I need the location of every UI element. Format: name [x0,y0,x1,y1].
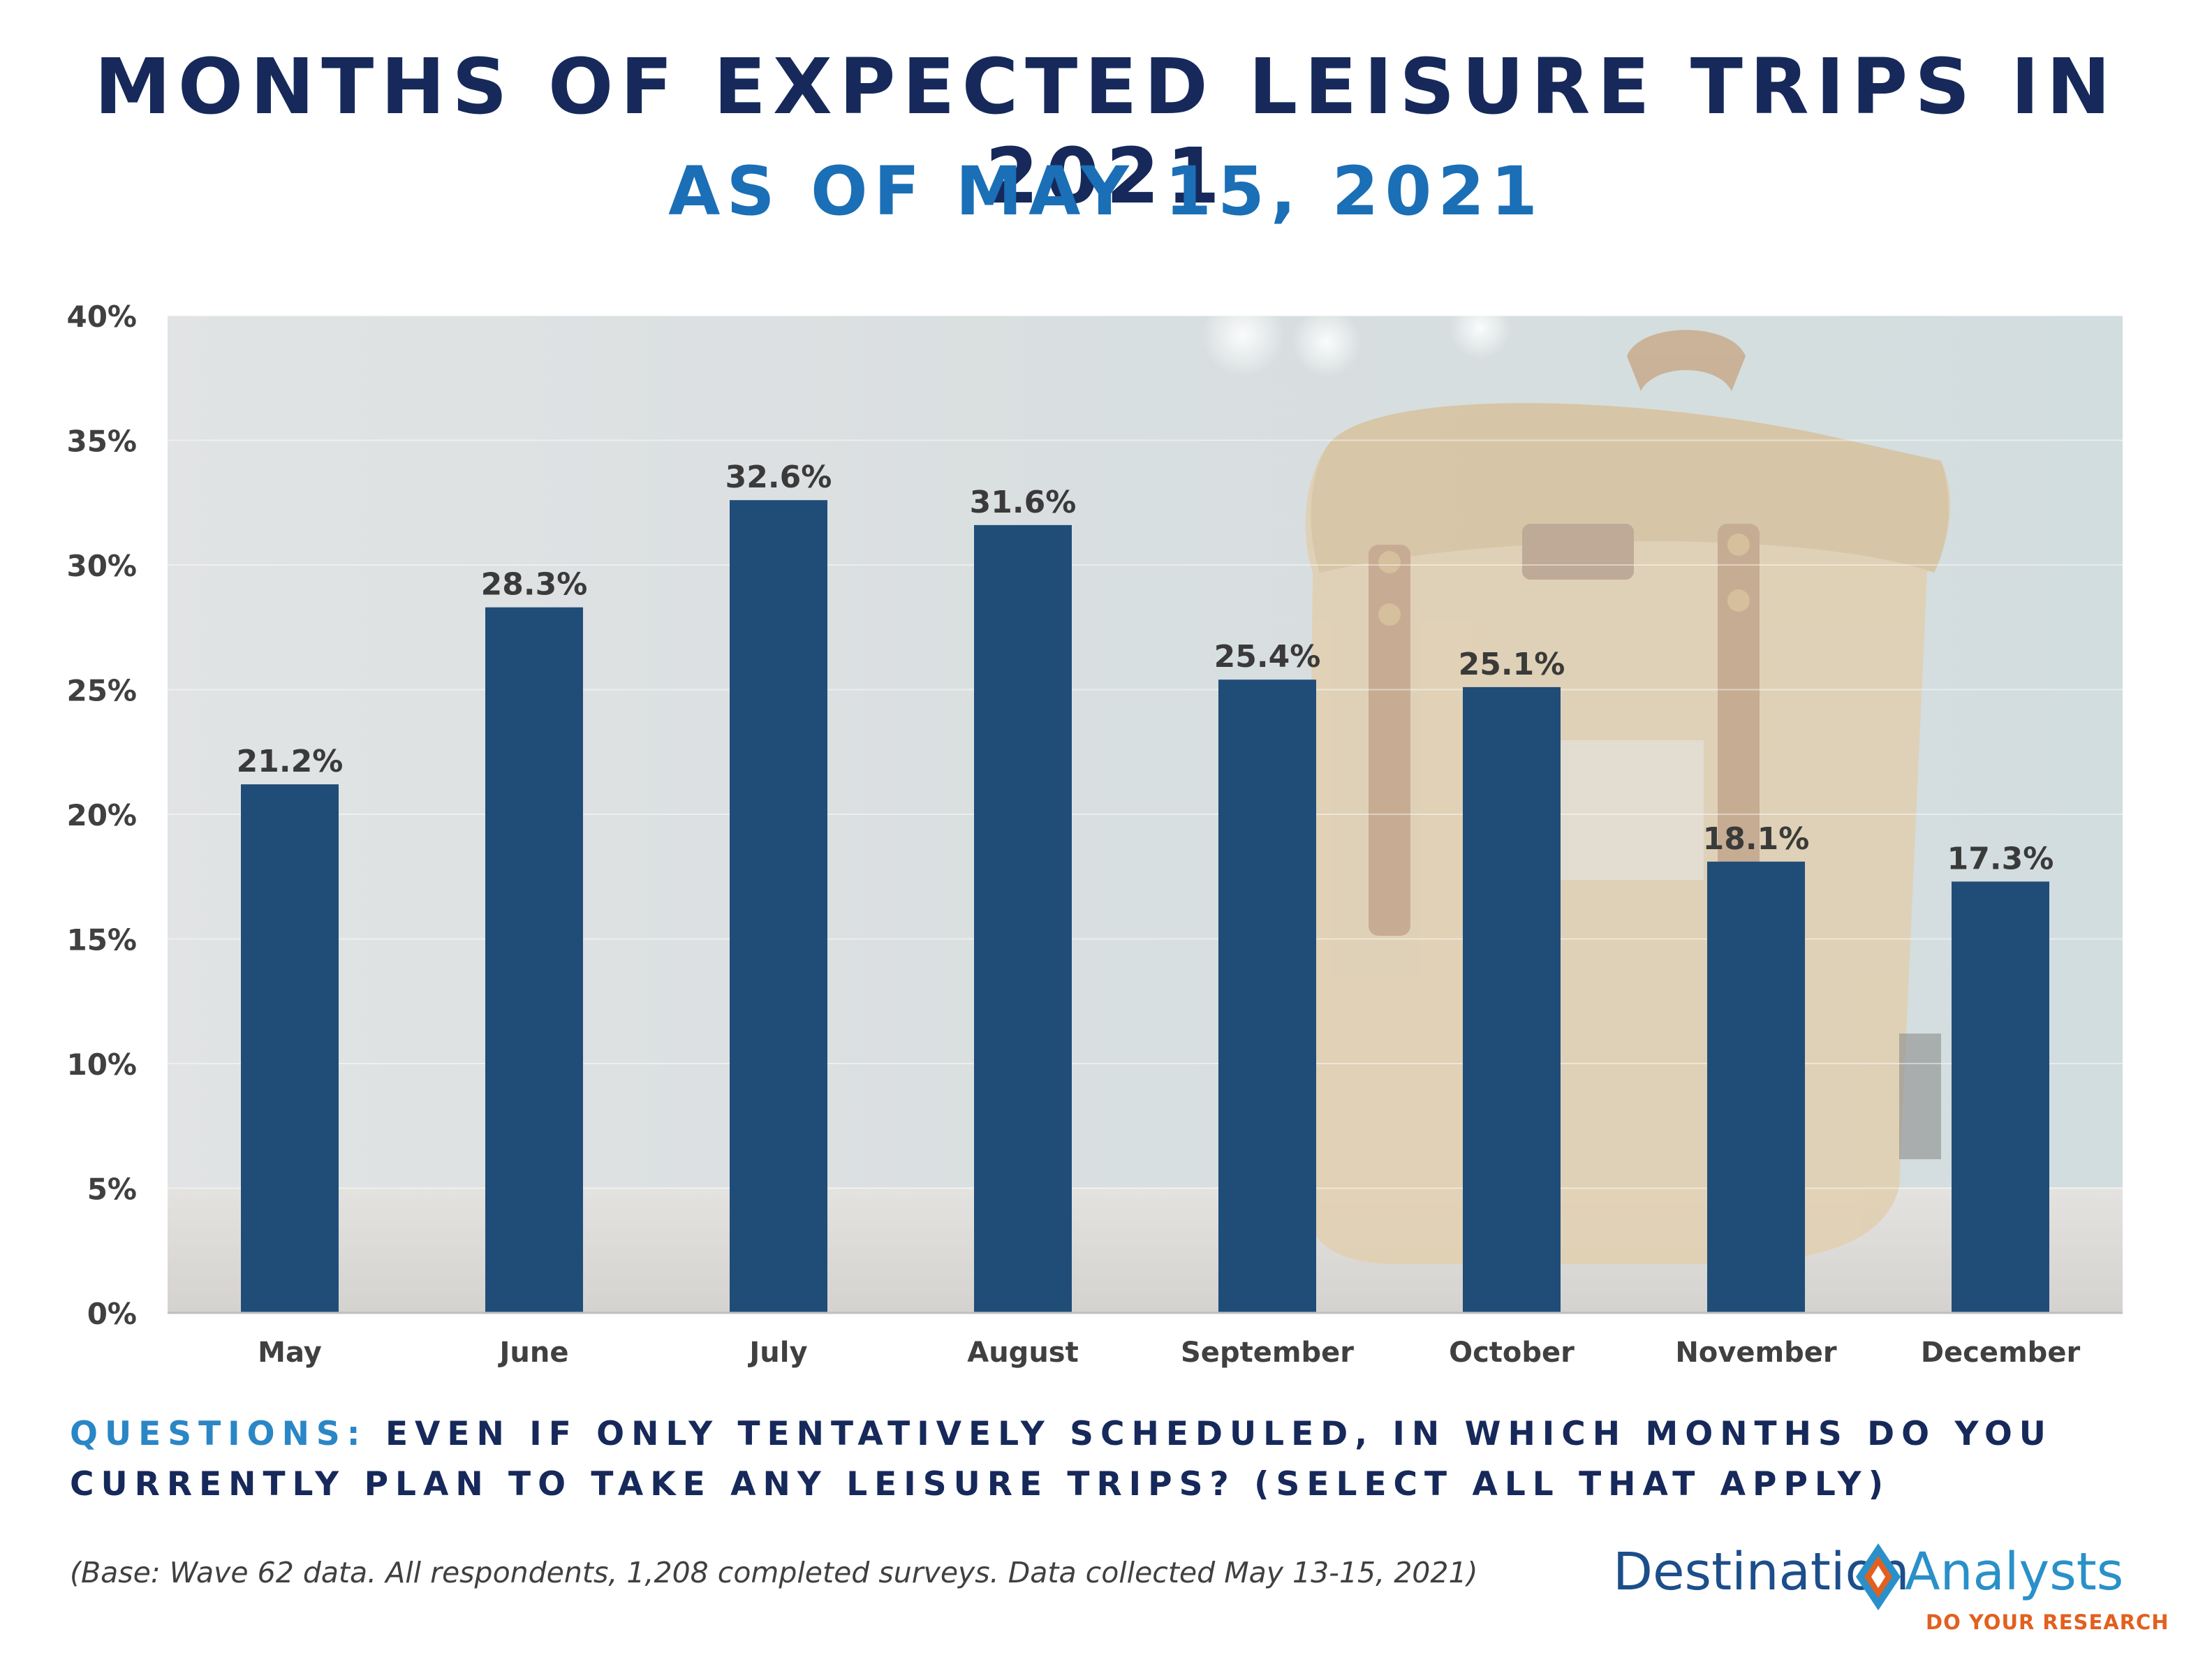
bar-august [974,524,1072,1313]
bar-value-label: 21.2% [237,744,344,779]
chart-subtitle: AS OF MAY 15, 2021 [668,152,1544,230]
bars [241,500,2049,1314]
bar-value-labels: 21.2% 28.3% 32.6% 31.6% 25.4% 25.1% 18.1% 17.3% [237,460,2054,876]
bar-october [1463,686,1561,1313]
bar-november [1707,861,1805,1313]
bar-value-label: 17.3% [1947,841,2054,876]
x-tick-label: September [1181,1337,1354,1369]
background-photo [168,293,2123,1313]
bar-value-label: 25.4% [1214,639,1321,675]
bar-july [730,500,827,1314]
question-text: EVEN IF ONLY TENTATIVELY SCHEDULED, IN W… [70,1415,2053,1504]
x-tick-label: October [1449,1337,1575,1369]
logo-diamond-icon [1856,1543,1901,1610]
y-tick-label: 40% [66,300,137,334]
bar-december [1952,881,2049,1313]
y-tick-label: 10% [66,1048,137,1082]
y-axis-tick-labels: 0% 5% 10% 15% 20% 25% 30% 35% 40% [66,300,137,1331]
y-tick-label: 20% [66,798,137,832]
y-tick-label: 5% [87,1173,137,1207]
base-note: (Base: Wave 62 data. All respondents, 1,… [70,1556,1478,1589]
y-tick-label: 15% [66,923,137,957]
destination-analysts-logo: Destination Analysts DO YOUR RESEARCH [1613,1536,2172,1648]
x-tick-label: December [1921,1337,2081,1369]
bar-june [485,607,583,1313]
x-tick-label: August [967,1337,1078,1369]
y-tick-label: 30% [66,549,137,583]
x-tick-label: May [258,1337,322,1369]
y-tick-label: 35% [66,425,137,459]
chart-title: MONTHS OF EXPECTED LEISURE TRIPS IN 2021 [94,42,2118,221]
bar-value-label: 32.6% [725,460,832,495]
x-tick-label: June [498,1337,569,1369]
y-tick-label: 0% [87,1297,137,1331]
bar-value-label: 31.6% [970,485,1077,520]
logo-word-analysts: Analysts [1905,1542,2124,1602]
bar-may [241,784,339,1313]
y-tick-label: 25% [66,674,137,708]
bar-value-label: 18.1% [1703,821,1810,857]
bar-september [1218,679,1316,1313]
bar-chart: 0% 5% 10% 15% 20% 25% 30% 35% 40% 21.2% 28.3% 32.6… [66,293,2123,1369]
x-tick-label: November [1675,1337,1837,1369]
logo-tagline: DO YOUR RESEARCH [1926,1610,2169,1634]
x-tick-label: July [747,1337,807,1369]
bar-value-label: 28.3% [481,567,588,603]
x-axis-tick-labels: May June July August September October Novembe… [258,1337,2080,1369]
bar-value-label: 25.1% [1459,647,1565,682]
question-label: QUESTIONS: [70,1415,367,1453]
survey-question: QUESTIONS: EVEN IF ONLY TENTATIVELY SCHE… [70,1409,2151,1510]
